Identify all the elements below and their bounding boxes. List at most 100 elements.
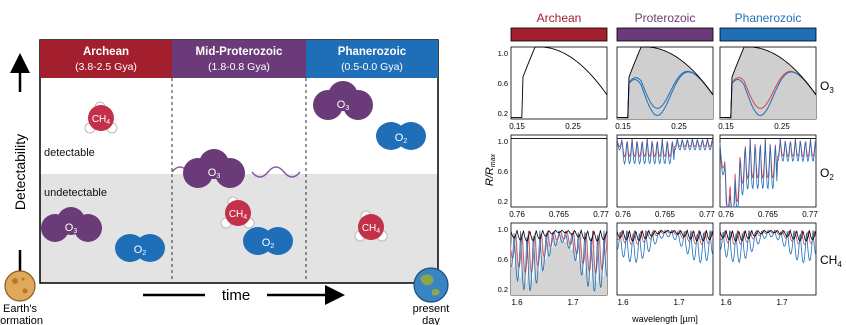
ch4-blue-line-1 — [616, 229, 714, 264]
o3-gray-fill-1 — [617, 47, 713, 119]
xtick-1-0-2: 0.77 — [593, 210, 609, 219]
ch4-molecule-archean: CH4 — [84, 101, 118, 134]
o3-molecule-proterozoic: O3 — [183, 149, 245, 188]
ch4-blue-line-2 — [719, 229, 817, 264]
o3-molecule-phanerozoic: O3 — [313, 81, 373, 120]
o3-molecule-archean: O3 — [41, 207, 102, 242]
o2-molecule-proterozoic: O2 — [243, 227, 293, 255]
time-label: time — [222, 287, 250, 304]
earth-formation-icon — [4, 270, 36, 302]
xtick-1-2-0: 0.76 — [718, 210, 734, 219]
eon-header-archean: Archean (3.8-2.5 Gya) — [40, 40, 172, 78]
xtick-2-1-0: 1.6 — [617, 298, 629, 307]
detectability-label: Detectability — [12, 134, 28, 210]
xtick-1-1-2: 0.77 — [699, 210, 715, 219]
ch4-molecule-proterozoic: CH4 — [220, 196, 255, 229]
col-header-phanerozoic — [719, 27, 817, 42]
col-header-archean-label: Archean — [537, 11, 582, 25]
eon-header-phanerozoic-range: (0.5-0.0 Gya) — [341, 61, 403, 73]
eon-header-proterozoic-bg — [172, 40, 306, 78]
earth-formation-label-1: Earth's — [3, 303, 37, 315]
right-panel: Archean Proterozoic Phanerozoic R/Rmax O… — [484, 11, 842, 324]
spectrum-panel-2-1 — [616, 222, 714, 296]
xtick-0-0-0: 0.15 — [509, 122, 525, 131]
o2-molecule-phanerozoic: O2 — [376, 122, 426, 150]
ytick-1-1: 0.6 — [498, 167, 508, 176]
col-header-phanerozoic-label: Phanerozoic — [735, 11, 802, 25]
wavelength-label: wavelength [µm] — [631, 314, 698, 324]
xtick-0-0-1: 0.25 — [565, 122, 581, 131]
ch4-label-1: CH4 — [92, 114, 110, 126]
eon-header-archean-range: (3.8-2.5 Gya) — [75, 61, 137, 73]
eon-header-phanerozoic-bg — [306, 40, 438, 78]
present-day-label-1: present — [413, 303, 450, 315]
eon-header-proterozoic: Mid-Proterozoic (1.8-0.8 Gya) — [172, 40, 306, 78]
earth-formation-label-2: formation — [0, 315, 43, 325]
eon-header-phanerozoic: Phanerozoic (0.5-0.0 Gya) — [306, 40, 438, 78]
ytick-2-0: 1.0 — [498, 225, 508, 234]
row-label-o3: O3 — [820, 79, 834, 95]
ch4-black-line-0 — [510, 228, 608, 242]
eon-header-phanerozoic-title: Phanerozoic — [338, 46, 407, 58]
xtick-1-2-1: 0.765 — [758, 210, 779, 219]
col-header-archean — [510, 27, 608, 42]
undetectable-label: undetectable — [44, 187, 107, 199]
ytick-1-0: 1.0 — [498, 137, 508, 146]
xtick-1-0-1: 0.765 — [549, 210, 570, 219]
xtick-1-0-0: 0.76 — [509, 210, 525, 219]
ytick-1-2: 0.2 — [498, 197, 508, 206]
ch4-molecule-phanerozoic: CH4 — [354, 210, 388, 242]
o3-base-line-2 — [720, 46, 817, 119]
spectrum-panel-0-0 — [510, 46, 608, 120]
o3-abs-line2-1 — [617, 71, 714, 119]
xtick-0-1-0: 0.15 — [615, 122, 631, 131]
eon-header-proterozoic-range: (1.8-0.8 Gya) — [208, 61, 270, 73]
xtick-1-2-2: 0.77 — [802, 210, 818, 219]
xtick-2-2-1: 1.7 — [776, 298, 788, 307]
o2-blue-line-2 — [719, 138, 817, 208]
ch4-black-line-2 — [719, 228, 817, 242]
xtick-2-1-1: 1.7 — [673, 298, 685, 307]
row-label-ch4: CH4 — [820, 253, 842, 269]
spectrum-panel-1-0 — [510, 134, 608, 208]
ch4-label-3: CH4 — [362, 223, 380, 235]
ytick-2-1: 0.6 — [498, 255, 508, 264]
ch4-black-line-1 — [616, 228, 714, 242]
eon-header-archean-title: Archean — [83, 46, 129, 58]
o3-gray-fill-2 — [720, 47, 816, 119]
ch4-blue-line-0 — [510, 230, 608, 292]
left-panel: Archean (3.8-2.5 Gya) Mid-Proterozoic (1… — [0, 39, 450, 325]
xtick-2-0-0: 1.6 — [511, 298, 523, 307]
o2-blue-line-1 — [616, 138, 714, 166]
col-header-proterozoic-label: Proterozoic — [635, 11, 696, 25]
eon-header-archean-bg — [40, 40, 172, 78]
o3-abs-line2-2 — [720, 71, 817, 119]
xtick-2-0-1: 1.7 — [567, 298, 579, 307]
o3-base-line-0 — [511, 46, 608, 119]
xtick-0-2-1: 0.25 — [774, 122, 790, 131]
spectra-grid: 0.15 0.251.00.60.20.15 0.25 0.15 0.250.76 0.7… — [498, 46, 818, 307]
detectable-label: detectable — [44, 147, 95, 159]
ytick-0-2: 0.2 — [498, 109, 508, 118]
xtick-1-1-0: 0.76 — [615, 210, 631, 219]
eon-header-proterozoic-title: Mid-Proterozoic — [196, 46, 283, 58]
col-header-proterozoic — [616, 27, 714, 42]
spectrum-panel-2-2 — [719, 222, 817, 296]
o3-base-line-1 — [617, 46, 714, 119]
present-day-label-2: day — [422, 315, 440, 325]
ytick-0-1: 0.6 — [498, 79, 508, 88]
xtick-0-1-1: 0.25 — [671, 122, 687, 131]
xtick-2-2-0: 1.6 — [720, 298, 732, 307]
ch4-label-2: CH4 — [229, 209, 247, 221]
xtick-1-1-1: 0.765 — [655, 210, 676, 219]
row-label-o2: O2 — [820, 166, 834, 182]
ch4-gray-fill-0 — [511, 230, 607, 295]
ytick-2-2: 0.2 — [498, 285, 508, 294]
ch4-red-line-0 — [510, 230, 608, 275]
ytick-0-0: 1.0 — [498, 49, 508, 58]
o2-molecule-archean: O2 — [115, 234, 165, 262]
ratio-axis-sub: max — [490, 153, 497, 167]
xtick-0-2-0: 0.15 — [718, 122, 734, 131]
ratio-axis-label: R/Rmax — [484, 153, 497, 186]
